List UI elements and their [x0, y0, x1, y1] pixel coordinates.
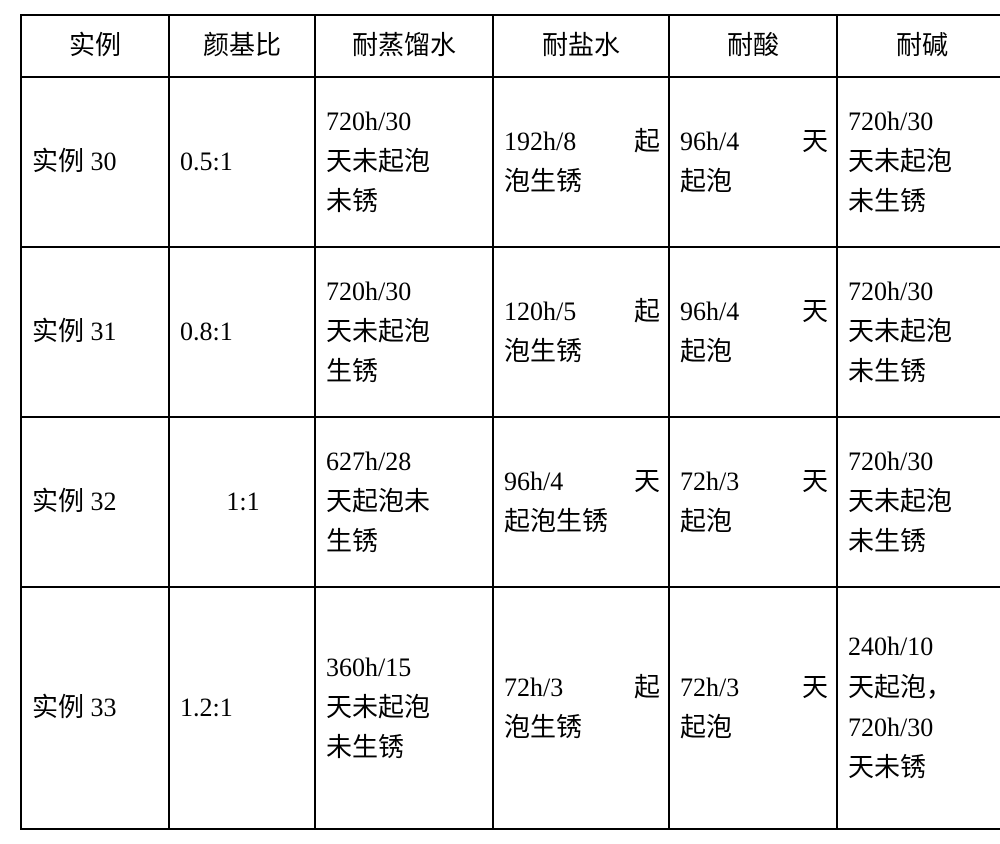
cell-text: 天未起泡 [848, 147, 952, 176]
cell-text: 720h/30 [848, 277, 933, 306]
cell-text: 120h/5 [504, 292, 576, 332]
data-table: 实例 颜基比 耐蒸馏水 耐盐水 耐酸 耐碱 实例 30 0.5:1 720h/3… [20, 14, 1000, 830]
cell-alkali: 720h/30 天未起泡 未生锈 [837, 77, 1000, 247]
cell-text: 起 [634, 122, 660, 162]
cell-text: 生锈 [326, 357, 378, 386]
cell-text: 天未锈 [848, 753, 926, 782]
cell-text: 起 [634, 668, 660, 708]
cell-text: 天 [802, 122, 828, 162]
col-header: 耐蒸馏水 [315, 15, 493, 77]
cell-text: 天未起泡 [326, 317, 430, 346]
cell-text: 起泡生锈 [504, 507, 608, 536]
col-header: 耐酸 [669, 15, 837, 77]
cell-text: 96h/4 [504, 462, 563, 502]
cell-text: 泡生锈 [504, 167, 582, 196]
col-header: 耐盐水 [493, 15, 669, 77]
cell-text: 泡生锈 [504, 337, 582, 366]
cell-acid: 72h/3 天 起泡 [669, 417, 837, 587]
cell-text: 天起泡未 [326, 487, 430, 516]
cell-text: 未生锈 [848, 187, 926, 216]
cell-text: 天未起泡 [848, 487, 952, 516]
col-header: 实例 [21, 15, 169, 77]
cell-saltwater: 120h/5 起 泡生锈 [493, 247, 669, 417]
cell-text: 天未起泡 [848, 317, 952, 346]
cell-text: 360h/15 [326, 653, 411, 682]
cell-ratio: 0.8:1 [169, 247, 315, 417]
cell-text: 未生锈 [848, 527, 926, 556]
cell-text: 72h/3 [504, 668, 563, 708]
cell-text: 起 [634, 292, 660, 332]
cell-text: 起泡 [680, 337, 732, 366]
cell-alkali: 720h/30 天未起泡 未生锈 [837, 247, 1000, 417]
cell-text: 240h/10 [848, 632, 933, 661]
cell-saltwater: 192h/8 起 泡生锈 [493, 77, 669, 247]
cell-text: 未生锈 [326, 733, 404, 762]
cell-text: 天 [802, 462, 828, 502]
cell-distilled: 720h/30 天未起泡 未锈 [315, 77, 493, 247]
cell-example: 实例 32 [21, 417, 169, 587]
cell-ratio: 0.5:1 [169, 77, 315, 247]
col-header: 颜基比 [169, 15, 315, 77]
table-row: 实例 32 1:1 627h/28 天起泡未 生锈 96h/4天 起泡生锈 72… [21, 417, 1000, 587]
cell-acid: 96h/4 天 起泡 [669, 247, 837, 417]
cell-text: 起泡 [680, 507, 732, 536]
cell-text: 天起泡， [848, 673, 952, 702]
cell-saltwater: 96h/4 天 起泡生锈 [493, 417, 669, 587]
cell-text: 天未起泡 [326, 147, 430, 176]
table-header-row: 实例 颜基比 耐蒸馏水 耐盐水 耐酸 耐碱 [21, 15, 1000, 77]
cell-text: 72h/3 [680, 668, 739, 708]
cell-text: 起泡 [680, 167, 732, 196]
cell-text: 天 [634, 462, 660, 502]
cell-text: 720h/30 [848, 107, 933, 136]
cell-text: 192h/8 [504, 122, 576, 162]
table-row: 实例 30 0.5:1 720h/30 天未起泡 未锈 192h/8起 泡生锈 … [21, 77, 1000, 247]
cell-text: 627h/28 [326, 447, 411, 476]
cell-ratio: 1:1 [169, 417, 315, 587]
cell-distilled: 627h/28 天起泡未 生锈 [315, 417, 493, 587]
col-header: 耐碱 [837, 15, 1000, 77]
cell-text: 720h/30 [848, 447, 933, 476]
cell-text: 720h/30 [326, 107, 411, 136]
cell-text: 72h/3 [680, 462, 739, 502]
cell-distilled: 720h/30 天未起泡 生锈 [315, 247, 493, 417]
cell-text: 未锈 [326, 187, 378, 216]
cell-text: 天 [802, 668, 828, 708]
cell-example: 实例 30 [21, 77, 169, 247]
cell-example: 实例 31 [21, 247, 169, 417]
cell-alkali: 720h/30 天未起泡 未生锈 [837, 417, 1000, 587]
cell-text: 天未起泡 [326, 693, 430, 722]
cell-text: 起泡 [680, 713, 732, 742]
cell-text: 96h/4 [680, 122, 739, 162]
cell-text: 泡生锈 [504, 713, 582, 742]
cell-text: 720h/30 [326, 277, 411, 306]
cell-text: 未生锈 [848, 357, 926, 386]
cell-text: 96h/4 [680, 292, 739, 332]
cell-text: 720h/30 [848, 713, 933, 742]
table-row: 实例 31 0.8:1 720h/30 天未起泡 生锈 120h/5起 泡生锈 … [21, 247, 1000, 417]
cell-acid: 96h/4 天 起泡 [669, 77, 837, 247]
cell-text: 天 [802, 292, 828, 332]
cell-text: 生锈 [326, 527, 378, 556]
